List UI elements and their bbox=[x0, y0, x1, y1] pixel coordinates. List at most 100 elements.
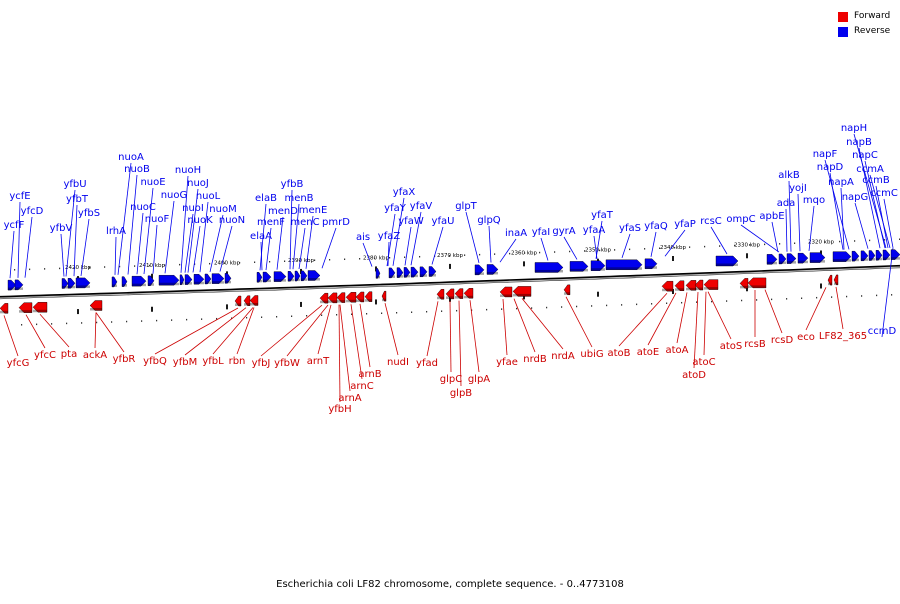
gene-label: ccmA bbox=[856, 164, 884, 175]
minor-tick bbox=[89, 266, 91, 269]
gene-label: atoD bbox=[682, 370, 706, 381]
leader-line bbox=[502, 299, 508, 356]
minor-tick bbox=[59, 267, 61, 270]
forward-gene-arrow bbox=[851, 250, 860, 262]
gene-features bbox=[0, 249, 900, 314]
gene-label: nuoG bbox=[161, 190, 188, 201]
scale-label: 2400 kbp bbox=[214, 260, 240, 266]
gene-label: napG bbox=[842, 192, 869, 203]
forward-gene-arrow bbox=[67, 278, 76, 289]
gene-arrow-shadow bbox=[570, 268, 588, 272]
gene-arrow-shadow bbox=[122, 284, 127, 287]
reverse-gene-arrow bbox=[345, 292, 357, 303]
gene-label: menB bbox=[284, 193, 313, 204]
gene-label: napH bbox=[841, 123, 867, 134]
leader-line bbox=[187, 188, 199, 273]
gene-label: atoC bbox=[692, 357, 715, 368]
minor-tick bbox=[576, 305, 578, 308]
gene-label: nuoE bbox=[140, 177, 165, 188]
gene-label: ubiG bbox=[580, 349, 603, 360]
minor-tick bbox=[696, 301, 698, 303]
leader-line bbox=[180, 175, 189, 273]
minor-tick bbox=[126, 320, 128, 323]
gene-label: yfaV bbox=[410, 201, 433, 212]
minor-tick bbox=[479, 253, 481, 256]
gene-arrow-shadow bbox=[205, 281, 211, 284]
minor-tick bbox=[861, 295, 863, 297]
gene-label: atoB bbox=[607, 348, 630, 359]
gene-arrow-shadow bbox=[411, 274, 418, 278]
minor-tick bbox=[666, 302, 668, 305]
minor-tick bbox=[149, 264, 151, 267]
minor-tick bbox=[111, 321, 113, 323]
leader-line bbox=[321, 227, 337, 269]
minor-tick bbox=[824, 241, 826, 243]
minor-tick bbox=[644, 248, 646, 250]
forward-gene-arrow bbox=[809, 252, 826, 263]
reverse-gene-arrow bbox=[661, 280, 674, 292]
forward-gene-arrow bbox=[224, 273, 232, 284]
reverse-gene-arrow bbox=[18, 302, 33, 313]
minor-tick bbox=[389, 256, 391, 259]
forward-gene-arrow bbox=[131, 275, 147, 287]
forward-gene-arrow bbox=[590, 260, 606, 271]
gene-label: yfad bbox=[416, 358, 438, 369]
leader-line bbox=[24, 216, 33, 278]
minor-tick bbox=[231, 317, 233, 319]
minor-tick bbox=[509, 252, 511, 255]
leader-line bbox=[740, 224, 780, 253]
forward-gene-arrow bbox=[766, 254, 778, 265]
gene-label: atoS bbox=[720, 341, 743, 352]
minor-tick bbox=[846, 295, 848, 298]
forward-gene-arrow bbox=[375, 268, 381, 279]
legend-reverse: Reverse bbox=[838, 24, 890, 39]
gene-arrow-shadow bbox=[779, 261, 786, 264]
forward-gene-arrow bbox=[890, 249, 900, 260]
gene-arrow-shadow bbox=[19, 310, 32, 313]
forward-gene-arrow bbox=[147, 275, 155, 286]
minor-tick bbox=[164, 264, 166, 266]
minor-tick bbox=[81, 322, 83, 324]
forward-gene-arrow bbox=[7, 279, 17, 291]
gene-label: menC bbox=[290, 217, 319, 228]
minor-tick bbox=[561, 306, 563, 308]
minor-tick bbox=[344, 258, 346, 261]
gene-label: yfbW bbox=[274, 358, 300, 369]
gene-label: arnA bbox=[338, 393, 361, 404]
leader-line bbox=[114, 236, 117, 275]
gene-label: mqo bbox=[803, 195, 825, 206]
gene-label: yfaI bbox=[532, 227, 551, 238]
forward-gene-arrow bbox=[179, 274, 185, 286]
leader-line bbox=[693, 292, 699, 369]
gene-label: napD bbox=[817, 162, 844, 173]
minor-tick bbox=[291, 315, 293, 317]
leader-line bbox=[359, 303, 371, 368]
gene-label: yfbL bbox=[202, 356, 224, 367]
forward-gene-arrow bbox=[534, 262, 564, 273]
gene-label: ccmC bbox=[870, 188, 898, 199]
gene-arrow-shadow bbox=[212, 281, 224, 284]
gene-arrow-shadow bbox=[464, 295, 473, 299]
forward-gene-arrow bbox=[428, 266, 437, 277]
scale-label: 2330 kbp bbox=[734, 242, 760, 248]
forward-gene-arrow bbox=[486, 264, 499, 275]
gene-arrow-shadow bbox=[675, 288, 684, 291]
gene-label: nuoH bbox=[175, 165, 201, 176]
minor-tick bbox=[359, 258, 361, 260]
gene-arrow-shadow bbox=[437, 296, 444, 300]
leader-line bbox=[9, 230, 15, 279]
gene-arrow-shadow bbox=[695, 287, 703, 291]
leader-line bbox=[883, 198, 894, 248]
minor-tick bbox=[681, 301, 683, 304]
gene-arrow-shadow bbox=[798, 260, 808, 264]
gene-label: yfbS bbox=[78, 208, 100, 219]
minor-tick bbox=[36, 323, 38, 326]
minor-tick bbox=[411, 311, 413, 313]
gene-label: pmrD bbox=[322, 217, 350, 228]
reverse-gene-arrow bbox=[249, 295, 259, 306]
leader-line bbox=[875, 185, 889, 248]
forward-gene-arrow bbox=[75, 277, 91, 289]
minor-tick bbox=[441, 310, 443, 312]
leader-line bbox=[449, 300, 452, 373]
leader-line bbox=[154, 307, 239, 355]
